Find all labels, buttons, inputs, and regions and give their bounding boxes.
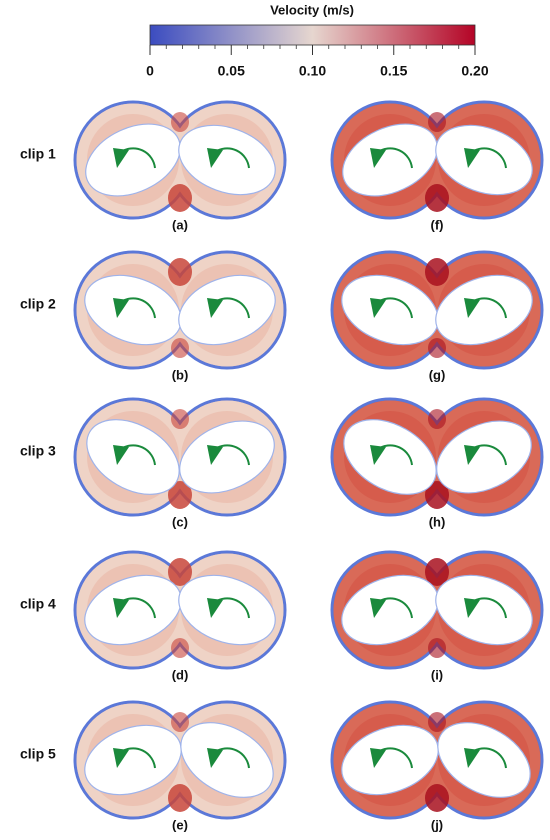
arrow-head [370,148,386,168]
panel [330,550,544,670]
rotor [179,420,275,494]
hot-zone [171,409,189,429]
panel-label: (f) [431,217,444,232]
panel [330,250,544,370]
arrow-head [113,148,129,168]
panel-label: (c) [172,514,188,529]
hot-zone [171,638,189,658]
arrow-head [464,298,480,318]
panel-label: (j) [431,817,443,832]
hot-zone [428,712,446,732]
arrow-head [207,298,223,318]
rotor [180,722,274,798]
panel [73,700,287,820]
arrow-head [464,598,480,618]
arrow-head [370,298,386,318]
rotor [178,124,276,196]
arrow-head [207,445,223,465]
panel [73,100,287,220]
arrow-head [207,598,223,618]
hot-zone [168,184,192,212]
panel-label: (a) [172,217,188,232]
rotor [86,419,180,495]
row-label: clip 2 [20,296,56,312]
rotor [435,124,533,196]
panel [73,550,287,670]
panel-label: (e) [172,817,188,832]
hot-zone [425,784,449,812]
arrow-head [207,148,223,168]
arrow-head [370,748,386,768]
hot-zone [428,409,446,429]
panel-label: (b) [172,367,189,382]
rotor [85,123,181,197]
panel [73,397,287,517]
rotor [84,724,182,796]
arrow-head [370,445,386,465]
panel [73,250,287,370]
hot-zone [425,558,449,586]
rotor [435,574,533,646]
rotor [437,722,531,798]
tick-label: 0.10 [299,63,326,79]
panel [330,397,544,517]
panel-label: (i) [431,667,443,682]
rotor [343,419,437,495]
hot-zone [168,784,192,812]
arrow-head [113,298,129,318]
tick-label: 0.15 [380,63,407,79]
panel-label: (d) [172,667,189,682]
hot-zone [425,258,449,286]
rotor [178,574,276,646]
arrow-head [464,445,480,465]
panel [330,100,544,220]
tick-label: 0.20 [461,63,488,79]
rotor [342,123,438,197]
hot-zone [171,338,189,358]
hot-zone [168,558,192,586]
hot-zone [168,481,192,509]
row-label: clip 4 [20,596,56,612]
arrow-head [464,148,480,168]
tick-label: 0 [146,63,154,79]
rotor [341,724,439,796]
rotor [178,274,276,346]
panel-label: (g) [429,367,446,382]
hot-zone [428,638,446,658]
colorbar [149,24,476,46]
rotor [435,274,533,346]
rotor [436,420,532,494]
hot-zone [425,481,449,509]
panel-label: (h) [429,514,446,529]
hot-zone [428,112,446,132]
hot-zone [171,112,189,132]
hot-zone [171,712,189,732]
arrow-head [113,445,129,465]
row-label: clip 1 [20,146,56,162]
arrow-head [464,748,480,768]
row-label: clip 5 [20,746,56,762]
colorbar-title: Velocity (m/s) [270,2,354,17]
tick-label: 0.05 [218,63,245,79]
hot-zone [168,258,192,286]
hot-zone [425,184,449,212]
arrow-head [370,598,386,618]
arrow-head [113,748,129,768]
panel [330,700,544,820]
arrow-head [113,598,129,618]
hot-zone [428,338,446,358]
row-label: clip 3 [20,443,56,459]
arrow-head [207,748,223,768]
